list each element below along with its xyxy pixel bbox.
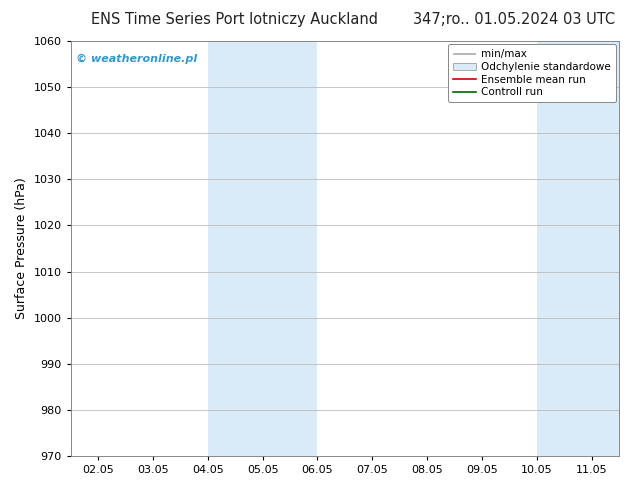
Text: ENS Time Series Port lotniczy Auckland: ENS Time Series Port lotniczy Auckland <box>91 12 378 27</box>
Bar <box>537 41 619 456</box>
Y-axis label: Surface Pressure (hPa): Surface Pressure (hPa) <box>15 178 28 319</box>
Text: © weatheronline.pl: © weatheronline.pl <box>76 53 197 64</box>
Text: 347;ro.. 01.05.2024 03 UTC: 347;ro.. 01.05.2024 03 UTC <box>413 12 615 27</box>
Bar <box>208 41 318 456</box>
Legend: min/max, Odchylenie standardowe, Ensemble mean run, Controll run: min/max, Odchylenie standardowe, Ensembl… <box>448 44 616 102</box>
